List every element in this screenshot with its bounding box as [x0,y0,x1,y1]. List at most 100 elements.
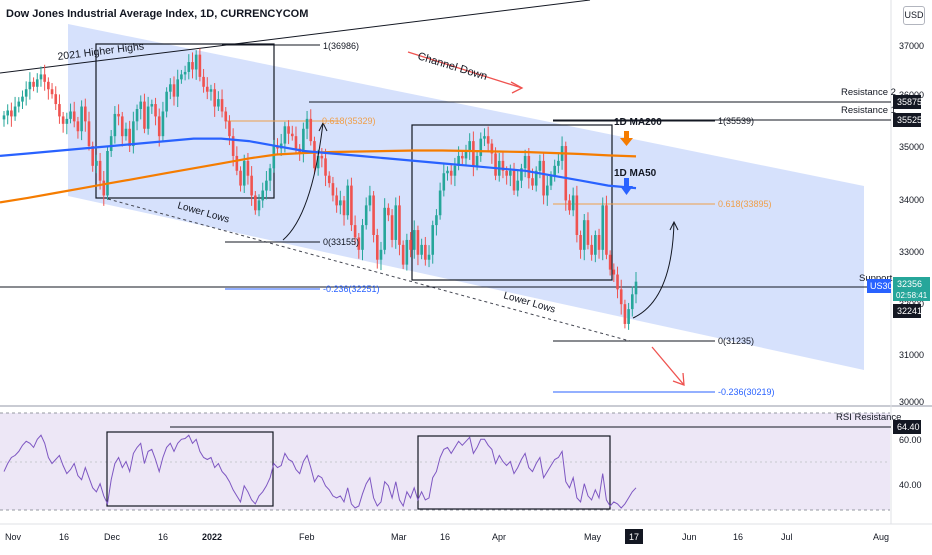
time-tick: 16 [59,532,69,542]
red-arrow-down-head [672,372,685,386]
candle-body [564,146,568,201]
candle-body [102,180,106,196]
candle-body [512,170,516,191]
badge-last-price-bg [893,277,930,301]
candle-body [106,151,109,196]
badge-symbol-bg [867,279,891,293]
time-badge: 17 [629,532,639,542]
candle-body [449,170,453,176]
candle-body [453,165,457,176]
candle-body [202,76,205,87]
lower-lows-dashed-line [107,198,631,342]
candle-body [438,190,442,216]
candle-body [231,136,235,156]
candle-body [353,225,357,238]
candle-body [313,141,316,169]
candle-body [157,116,161,137]
label-fib-1-right: 1(35539) [718,116,754,126]
candle-body [605,205,608,255]
time-tick: Dec [104,532,121,542]
time-tick: May [584,532,602,542]
candle-body [32,81,35,87]
candle-body [457,155,460,166]
candle-body [412,230,416,250]
rsi-box-2 [417,435,611,510]
candle-body [479,138,483,156]
candle-body [568,200,571,211]
candle-body [154,104,157,117]
candle-body [575,195,579,235]
candle-body [331,183,335,196]
candle-body [350,185,353,226]
candle-body [28,81,32,90]
label-fib-m0236-right: -0.236(30219) [718,387,775,397]
candle-body [527,155,531,179]
candle-body [87,121,91,147]
candle-body [6,110,9,116]
candle-body [431,225,435,255]
candle-body [405,239,409,265]
candle-body [627,309,630,324]
candle-body [435,215,438,226]
badge-support-bg [893,304,921,318]
time-axis[interactable]: Nov 16 Dec 16 2022 Feb Mar 16 Apr May 17… [5,529,889,544]
label-resistance-2: Resistance 2 [841,87,896,98]
candle-body [446,170,449,174]
rsi-scale[interactable]: 64.40 60.00 40.00 [893,420,922,490]
rsi-line [3,434,637,509]
rsi-badge: 64.40 [897,422,920,432]
badge-resistance-2-bg [893,95,921,109]
badge-resistance-2: 35875 [897,97,922,107]
rsi-tick: 60.00 [899,435,922,445]
candle-body [290,133,294,137]
candle-body [172,84,176,97]
candle-body [571,195,575,211]
candle-body [634,281,638,295]
currency-button[interactable]: USD [903,6,925,25]
candle-body [509,170,512,176]
candle-body [239,170,242,186]
label-fib-0-right: 0(31235) [718,336,754,346]
candle-body [183,71,187,75]
candle-body [180,74,183,80]
candle-body [486,136,490,144]
label-ma50: 1D MA50 [614,168,657,179]
label-resistance-1: Resistance 1 [841,105,896,116]
candle-body [501,160,505,171]
candle-body [265,180,268,191]
candle-body [35,79,39,87]
candle-body [490,143,494,154]
label-channel-down: Channel Down [416,50,489,83]
candle-body [54,94,58,105]
candle-body [346,185,350,216]
red-arrow-channel [407,51,523,89]
candle-body [143,101,146,129]
candle-body [442,173,446,191]
candle-body [590,244,593,255]
label-support: Support [859,273,893,284]
candle-body [246,160,250,176]
price-tick: 33000 [899,247,924,257]
candle-body [169,84,172,92]
price-tick: 37000 [899,41,924,51]
candle-body [50,89,54,95]
candle-body [283,126,287,144]
candle-body [383,207,386,250]
candle-body [294,136,298,149]
candle-body [516,180,520,191]
candle-body [217,99,220,107]
badge-support: 32241 [897,306,922,316]
candle-body [228,121,231,137]
candle-body [205,86,209,92]
candle-body [47,81,50,90]
candle-body [98,160,102,181]
candle-body [420,244,423,255]
candle-body [69,111,72,119]
badge-resistance-1-bg [893,113,921,127]
ma50-arrow-icon [620,178,633,195]
candle-body [545,185,549,196]
candle-body [612,269,616,275]
candle-body [72,111,76,122]
